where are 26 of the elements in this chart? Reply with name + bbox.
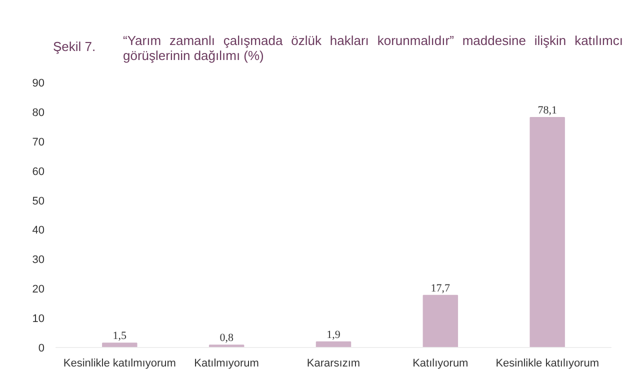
bar: [530, 117, 565, 348]
data-label: 1,5: [112, 330, 128, 342]
y-tick-label: 40: [32, 224, 45, 237]
y-tick-label: 10: [32, 313, 45, 326]
y-tick-label: 50: [32, 195, 45, 208]
bar: [316, 341, 352, 348]
y-tick-label: 0: [38, 342, 45, 354]
x-tick-label: Katılıyorum: [412, 358, 468, 370]
x-tick-label: Kesinlikle katılmıyorum: [63, 358, 176, 370]
y-tick-label: 60: [32, 166, 45, 178]
data-label: 17,7: [430, 282, 451, 294]
y-tick-label: 90: [32, 78, 45, 90]
y-tick-label: 20: [32, 284, 45, 296]
y-tick-label: 80: [32, 106, 45, 119]
data-label: 78,1: [538, 104, 557, 117]
y-tick-label: 70: [32, 136, 45, 148]
chart-title: Şekil 7.: [53, 38, 97, 56]
bar: [102, 342, 138, 348]
x-tick-label: Katılmıyorum: [194, 358, 259, 370]
chart-subtitle: “Yarım zamanlı çalışmada özlük hakları korunmalıdır” maddesine ilişkin katılımcı görüşlerinin dağılımı (%): [123, 33, 623, 63]
data-label: 0,8: [220, 332, 234, 344]
y-tick-label: 30: [32, 254, 45, 266]
bar: [422, 294, 458, 348]
x-tick-label: Kararsızım: [306, 358, 360, 370]
data-label: 1,9: [326, 328, 341, 341]
x-tick-label: Kesinlikle katılıyorum: [496, 358, 600, 370]
